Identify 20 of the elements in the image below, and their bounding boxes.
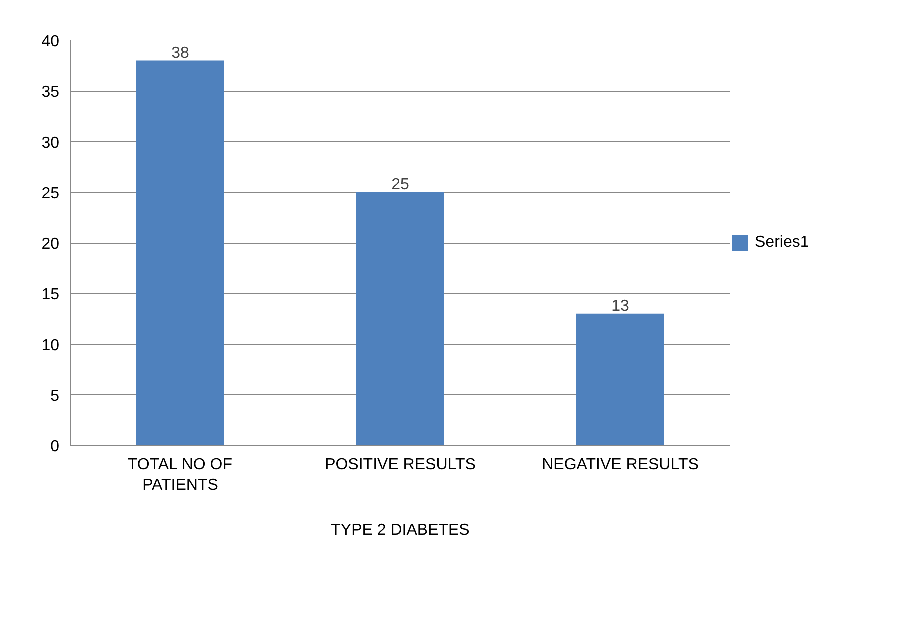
y-tick-label: 10 (42, 337, 60, 354)
y-tick-label: 15 (42, 286, 60, 304)
y-tick-label: 25 (42, 185, 60, 202)
y-tick-label: 30 (42, 134, 60, 152)
x-tick-label: TOTAL NO OF PATIENTS (128, 456, 233, 494)
data-label: 38 (172, 44, 190, 62)
legend-label: Series1 (755, 234, 810, 252)
x-tick-label: NEGATIVE RESULTS (542, 456, 699, 474)
bar (356, 192, 444, 446)
x-axis-title: TYPE 2 DIABETES (331, 522, 470, 539)
bar (576, 314, 664, 446)
x-tick-label: POSITIVE RESULTS (325, 456, 476, 474)
y-tick-label: 0 (50, 438, 60, 456)
y-tick-label: 5 (50, 388, 60, 405)
y-tick-label: 20 (42, 236, 60, 253)
data-label: 13 (612, 298, 630, 315)
bar (136, 60, 224, 446)
data-label: 25 (392, 176, 410, 194)
y-tick-label: 35 (42, 84, 60, 102)
y-tick-label: 40 (42, 34, 60, 50)
